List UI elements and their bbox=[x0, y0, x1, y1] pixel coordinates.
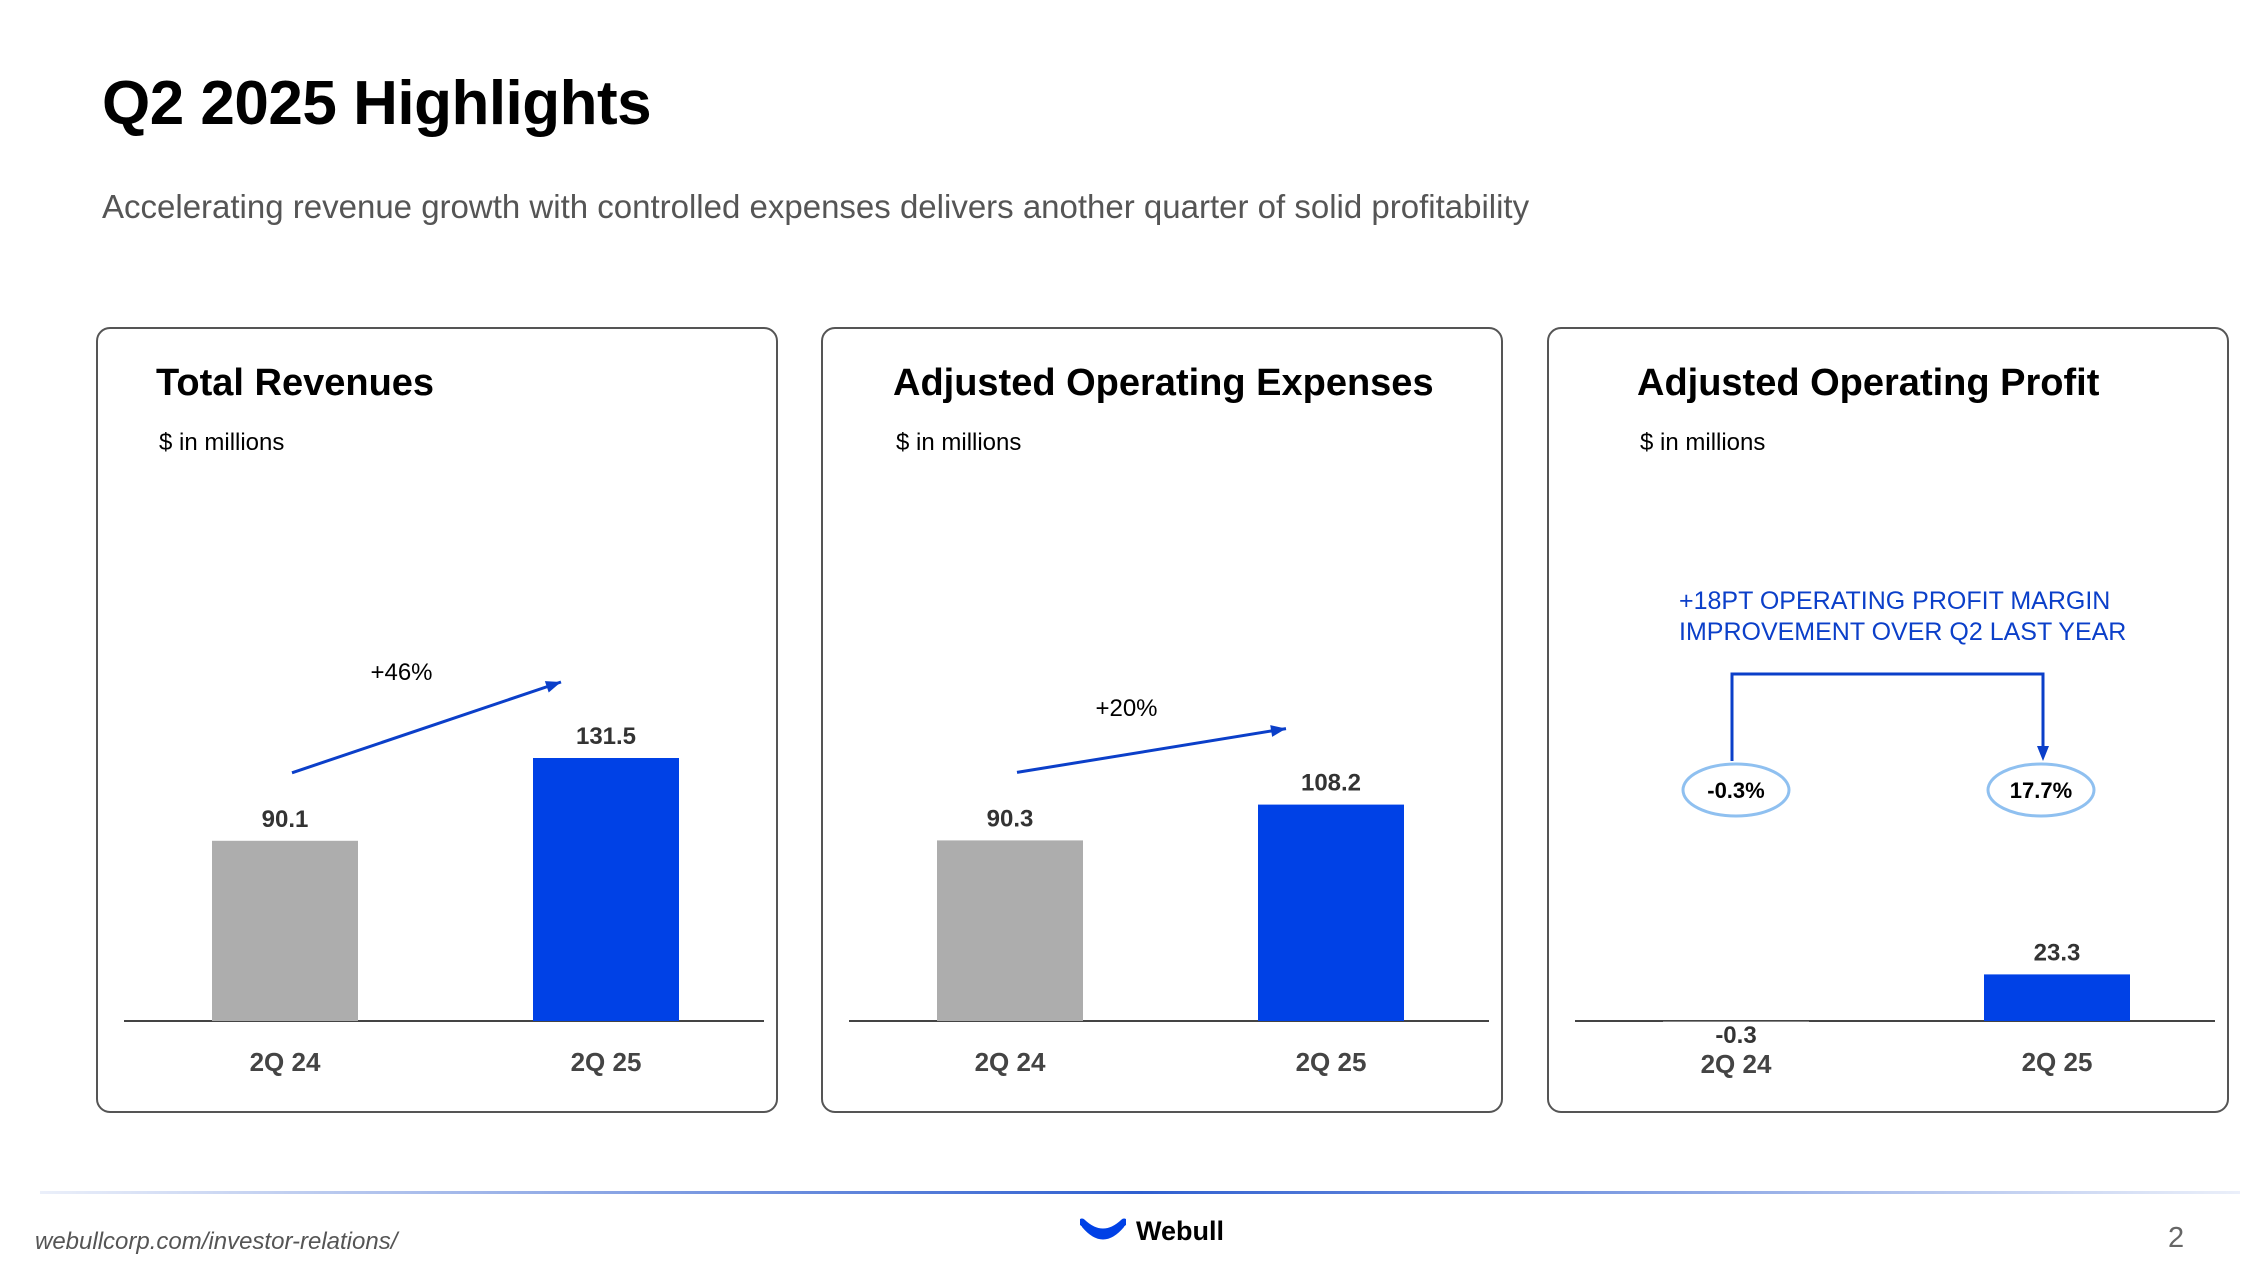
growth-arrow-head bbox=[1270, 725, 1286, 737]
chart-svg-1: Adjusted Operating Expenses $ in millions… bbox=[849, 362, 1489, 1077]
expenses-card: Adjusted Operating Expenses $ in millions… bbox=[821, 327, 1503, 1113]
data-label: 23.3 bbox=[2034, 939, 2081, 966]
margin-annotation-line: IMPROVEMENT OVER Q2 LAST YEAR bbox=[1679, 618, 2126, 646]
chart-title: Adjusted Operating Profit bbox=[1637, 362, 2100, 404]
margin-ellipse bbox=[1986, 762, 2096, 818]
margin-value: -0.3% bbox=[1707, 778, 1764, 803]
data-label: 108.2 bbox=[1301, 770, 1361, 797]
chart-svg-0: Total Revenues $ in millions 90.1 2Q 24 131.… bbox=[124, 362, 764, 1077]
bar-2q24 bbox=[1663, 1021, 1809, 1022]
bar-2q25 bbox=[1258, 804, 1404, 1021]
revenue-card: Total Revenues $ in millions 90.1 2Q 24 131.… bbox=[96, 327, 778, 1113]
chart-title: Total Revenues bbox=[156, 362, 434, 404]
footer-logo: Webull bbox=[1080, 1216, 1224, 1247]
bar-2q24 bbox=[937, 840, 1083, 1021]
category-label: 2Q 25 bbox=[2022, 1047, 2093, 1077]
page-subtitle: Accelerating revenue growth with control… bbox=[102, 188, 1530, 225]
growth-label: +46% bbox=[370, 659, 432, 686]
footer-divider bbox=[40, 1191, 2240, 1194]
growth-arrow-head bbox=[544, 681, 561, 693]
margin-connector bbox=[1730, 672, 2045, 761]
margin-annotation-line: +18PT OPERATING PROFIT MARGIN bbox=[1679, 587, 2110, 615]
footer-url[interactable]: webullcorp.com/investor-relations/ bbox=[35, 1228, 398, 1255]
bar-2q24 bbox=[212, 840, 358, 1021]
profit-card: Adjusted Operating Profit $ in millions -0… bbox=[1547, 327, 2229, 1113]
margin-value: 17.7% bbox=[2010, 778, 2072, 803]
chart-subtitle: $ in millions bbox=[1640, 429, 1765, 456]
webull-logo-icon bbox=[1080, 1218, 1126, 1239]
bar-2q25 bbox=[533, 758, 679, 1021]
margin-ellipse bbox=[1681, 762, 1791, 818]
data-label: 90.1 bbox=[262, 806, 309, 833]
chart-subtitle: $ in millions bbox=[159, 429, 284, 456]
category-label: 2Q 24 bbox=[975, 1047, 1046, 1077]
chart-title: Adjusted Operating Expenses bbox=[893, 362, 1434, 404]
category-label: 2Q 25 bbox=[1296, 1047, 1367, 1077]
data-label: -0.3 bbox=[1715, 1022, 1756, 1049]
footer-brand: Webull bbox=[1136, 1216, 1225, 1246]
page-number: 2 bbox=[2168, 1222, 2185, 1254]
bar-2q25 bbox=[1984, 974, 2130, 1021]
growth-label: +20% bbox=[1095, 695, 1157, 722]
data-label: 131.5 bbox=[576, 723, 636, 750]
data-label: 90.3 bbox=[987, 805, 1034, 832]
category-label: 2Q 24 bbox=[250, 1047, 321, 1077]
chart-subtitle: $ in millions bbox=[896, 429, 1021, 456]
page-title: Q2 2025 Highlights bbox=[102, 69, 652, 138]
category-label: 2Q 24 bbox=[1701, 1049, 1772, 1079]
growth-arrow-line bbox=[291, 680, 562, 775]
chart-svg-2: Adjusted Operating Profit $ in millions -0… bbox=[1575, 362, 2215, 1079]
category-label: 2Q 25 bbox=[571, 1047, 642, 1077]
growth-arrow-line bbox=[1016, 727, 1287, 774]
margin-connector-arrowhead bbox=[2037, 746, 2049, 761]
